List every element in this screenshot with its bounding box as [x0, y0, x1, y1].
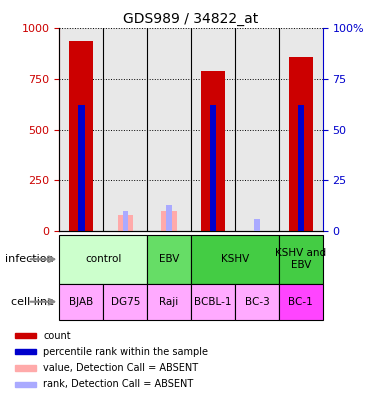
Bar	[14, 333, 36, 338]
Bar	[235, 28, 279, 231]
Bar	[161, 211, 177, 231]
Bar	[59, 284, 103, 320]
Text: EBV: EBV	[159, 254, 179, 264]
Bar	[254, 219, 260, 231]
Bar	[14, 382, 36, 387]
Text: KSHV: KSHV	[221, 254, 249, 264]
Text: Raji: Raji	[160, 297, 179, 307]
Bar	[59, 235, 147, 284]
Bar	[235, 284, 279, 320]
Bar	[147, 28, 191, 231]
Bar	[191, 28, 235, 231]
Bar	[147, 284, 191, 320]
Text: infection: infection	[6, 254, 54, 264]
Title: GDS989 / 34822_at: GDS989 / 34822_at	[124, 12, 259, 26]
Bar	[103, 28, 147, 231]
Bar	[122, 211, 128, 231]
Bar	[279, 235, 323, 284]
Text: BCBL-1: BCBL-1	[194, 297, 232, 307]
Bar	[279, 28, 323, 231]
Text: cell line: cell line	[11, 297, 54, 307]
Text: control: control	[85, 254, 121, 264]
Bar	[289, 57, 313, 231]
Bar	[167, 205, 172, 231]
Text: value, Detection Call = ABSENT: value, Detection Call = ABSENT	[43, 363, 198, 373]
Bar	[210, 105, 216, 231]
Bar	[191, 284, 235, 320]
Text: count: count	[43, 330, 70, 341]
Bar	[191, 235, 279, 284]
Text: BJAB: BJAB	[69, 297, 93, 307]
Bar	[279, 284, 323, 320]
Bar	[14, 365, 36, 371]
Bar	[103, 284, 147, 320]
Bar	[14, 349, 36, 354]
Bar	[78, 105, 85, 231]
Text: BC-3: BC-3	[244, 297, 269, 307]
Text: KSHV and
EBV: KSHV and EBV	[275, 248, 326, 270]
Text: BC-1: BC-1	[288, 297, 313, 307]
Bar	[59, 28, 103, 231]
Bar	[201, 71, 225, 231]
Text: percentile rank within the sample: percentile rank within the sample	[43, 347, 208, 357]
Bar	[118, 215, 133, 231]
Bar	[69, 40, 93, 231]
Bar	[147, 235, 191, 284]
Text: rank, Detection Call = ABSENT: rank, Detection Call = ABSENT	[43, 379, 193, 389]
Bar	[298, 105, 304, 231]
Text: DG75: DG75	[111, 297, 140, 307]
